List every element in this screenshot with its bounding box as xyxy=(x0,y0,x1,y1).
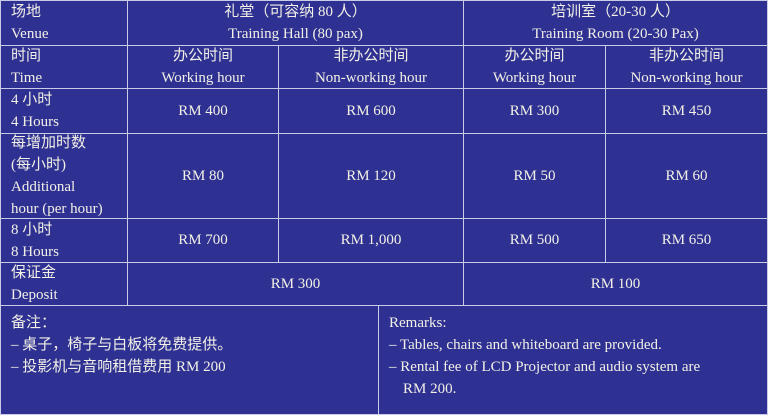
training-room-header: 培训室（20-30 人） Training Room (20-30 Pax) xyxy=(463,0,768,46)
row-label-8-hours: 8 小时 8 Hours xyxy=(0,218,128,263)
price-cell: RM 60 xyxy=(605,133,768,219)
row-label-en: hour (per hour) xyxy=(11,201,103,217)
working-hour-zh: 办公时间 xyxy=(504,48,565,64)
working-hour-en: Working hour xyxy=(161,70,245,86)
price-cell: RM 120 xyxy=(278,133,464,219)
working-hour-en: Working hour xyxy=(492,70,577,86)
row-label-zh: 每增加时数 xyxy=(11,135,87,151)
price-cell: RM 450 xyxy=(605,88,768,134)
time-header: 时间 Time xyxy=(0,45,128,89)
room-nonworking-hour-header: 非办公时间 Non-working hour xyxy=(605,45,768,89)
row-label-additional-hour: 每增加时数 (每小时) Additional hour (per hour) xyxy=(0,133,128,219)
venue-label-zh: 场地 xyxy=(11,4,42,20)
nonworking-hour-zh: 非办公时间 xyxy=(648,48,724,64)
room-title-zh: 培训室（20-30 人） xyxy=(551,4,680,20)
row-label-zh: 保证金 xyxy=(11,265,57,281)
row-label-en: 4 Hours xyxy=(11,114,59,130)
price-cell: RM 400 xyxy=(127,88,279,134)
working-hour-zh: 办公时间 xyxy=(172,48,233,64)
venue-header: 场地 Venue xyxy=(0,0,128,46)
nonworking-hour-en: Non-working hour xyxy=(630,70,743,86)
hall-working-hour-header: 办公时间 Working hour xyxy=(127,45,279,89)
row-label-4-hours: 4 小时 4 Hours xyxy=(0,88,128,134)
remarks-chinese: 备注： – 桌子，椅子与白板将免费提供。 – 投影机与音响租借费用 RM 200 xyxy=(0,305,379,415)
row-label-en: 8 Hours xyxy=(11,243,59,260)
price-cell: RM 300 xyxy=(463,88,606,134)
hall-title-en: Training Hall (80 pax) xyxy=(228,26,363,42)
price-cell: RM 650 xyxy=(605,218,768,263)
remark-item: – 桌子，椅子与白板将免费提供。 xyxy=(11,337,233,353)
nonworking-hour-en: Non-working hour xyxy=(314,70,428,86)
time-label-en: Time xyxy=(11,70,43,86)
row-label-zh: 4 小时 xyxy=(11,92,53,108)
price-cell: RM 600 xyxy=(278,88,464,134)
hall-title-zh: 礼堂（可容纳 80 人） xyxy=(224,4,367,20)
room-deposit-cell: RM 100 xyxy=(463,262,768,306)
row-label-deposit: 保证金 Deposit xyxy=(0,262,128,306)
remark-item: – Rental fee of LCD Projector and audio … xyxy=(389,359,701,375)
hall-nonworking-hour-header: 非办公时间 Non-working hour xyxy=(278,45,464,89)
training-hall-header: 礼堂（可容纳 80 人） Training Hall (80 pax) xyxy=(127,0,464,46)
price-cell: RM 80 xyxy=(127,133,279,219)
hall-deposit-cell: RM 300 xyxy=(127,262,464,306)
price-cell: RM 700 xyxy=(127,218,279,263)
nonworking-hour-zh: 非办公时间 xyxy=(333,48,409,64)
price-cell: RM 500 xyxy=(463,218,606,263)
remark-item: – Tables, chairs and whiteboard are prov… xyxy=(389,337,662,353)
room-working-hour-header: 办公时间 Working hour xyxy=(463,45,606,89)
price-cell: RM 50 xyxy=(463,133,606,219)
remarks-english: Remarks: – Tables, chairs and whiteboard… xyxy=(378,305,768,415)
time-label-zh: 时间 xyxy=(11,48,42,64)
row-label-zh: 8 小时 xyxy=(11,221,53,238)
venue-label-en: Venue xyxy=(11,26,49,42)
room-title-en: Training Room (20-30 Pax) xyxy=(532,26,699,42)
remark-item: – 投影机与音响租借费用 RM 200 xyxy=(11,359,226,375)
remarks-title-en: Remarks: xyxy=(389,315,447,331)
row-label-zh: (每小时) xyxy=(11,157,66,173)
price-cell: RM 1,000 xyxy=(278,218,464,263)
remark-item-continuation: RM 200. xyxy=(403,381,457,397)
row-label-en: Additional xyxy=(11,179,76,195)
remarks-title-zh: 备注： xyxy=(11,315,57,331)
row-label-en: Deposit xyxy=(11,287,58,303)
